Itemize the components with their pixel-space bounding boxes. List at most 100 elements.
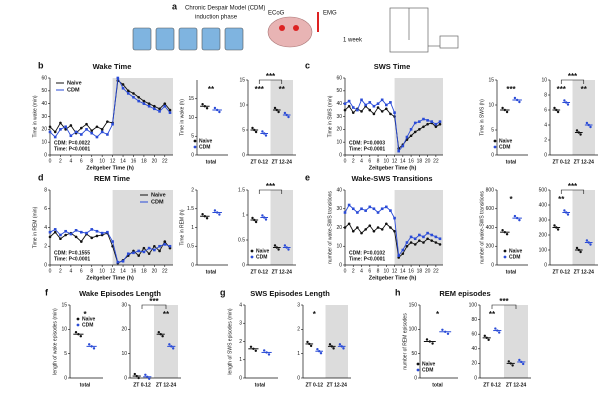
marker [360, 231, 363, 235]
x-tick-label: 16 [408, 158, 414, 164]
marker [401, 144, 405, 148]
significance: *** [266, 182, 276, 191]
x-tick-label: 6 [80, 268, 83, 274]
legend-marker [76, 323, 80, 327]
y-tick-label: 10 [336, 244, 342, 250]
ecog-label: ECoG [268, 11, 285, 17]
x-tick-label: 6 [80, 158, 83, 164]
point [515, 216, 519, 220]
marker [368, 101, 372, 104]
electrode [279, 25, 285, 31]
chart: 0 0.5 1 1.5 2 Time in REM (h) total [179, 187, 228, 275]
marker [106, 120, 109, 123]
marker [380, 98, 384, 102]
y-tick-label: 100 [469, 302, 478, 308]
panel-a-subtitle: induction phase [195, 15, 238, 21]
marker [168, 244, 172, 248]
marker [343, 226, 347, 229]
legend-label: CDM [256, 254, 267, 260]
chart-title: Wake Time [93, 62, 132, 71]
x-tick-label: 14 [400, 268, 406, 274]
marker [74, 235, 78, 239]
point [273, 106, 277, 110]
x-tick-label: total [206, 269, 217, 275]
legend-label: Naive [82, 316, 96, 322]
marker [343, 108, 347, 112]
x-tick-label: 20 [425, 268, 431, 274]
y-axis-label: Time in SWS (min) [327, 95, 333, 137]
x-tick-label: 18 [417, 268, 423, 274]
x-tick-label: 8 [377, 158, 380, 164]
bracket [141, 304, 167, 309]
point [425, 338, 429, 341]
chart: 0 100 200 300 400 500 ZT 0-12 ** ZT 12-24 *** [539, 182, 598, 275]
marker [372, 229, 376, 233]
marker [90, 129, 94, 132]
x-tick-label: 6 [368, 268, 371, 274]
marker [53, 130, 57, 134]
point [501, 228, 504, 232]
x-tick-label: 0 [344, 158, 347, 164]
point [254, 349, 257, 352]
x-tick-label: ZT 12-24 [574, 269, 595, 275]
panel-a-title: Chronic Despair Model (CDM) [185, 6, 265, 12]
x-tick-label: 14 [400, 158, 406, 164]
point [254, 130, 258, 134]
marker [422, 117, 425, 121]
shade [112, 190, 173, 265]
marker [372, 104, 376, 108]
marker [422, 235, 425, 239]
y-axis-label: length of wake episodes (min) [52, 308, 58, 375]
marker [380, 228, 384, 231]
point [553, 106, 556, 110]
legend-label: Naive [199, 138, 213, 144]
panel-label: c [305, 60, 310, 70]
point [205, 217, 209, 220]
legend-label: CDM [422, 367, 433, 373]
legend-label: Naive [499, 138, 513, 144]
y-tick-label: 10 [121, 351, 127, 357]
point [518, 100, 521, 104]
y-tick-label: 4 [44, 225, 47, 231]
legend-marker [503, 249, 507, 253]
point [556, 110, 560, 114]
y-tick-label: 0.5 [187, 244, 194, 250]
significance: ** [208, 85, 215, 94]
point [263, 349, 266, 352]
y-tick-label: 0 [64, 375, 67, 381]
chart-title: Wake Episodes Length [79, 289, 161, 298]
x-tick-label: ZT 12-24 [272, 269, 293, 275]
x-tick-label: ZT 0-12 [483, 382, 501, 388]
point [511, 364, 514, 367]
bracket [560, 79, 585, 84]
y-tick-label: 100 [409, 327, 418, 333]
x-tick-label: 12 [392, 268, 398, 274]
marker [90, 131, 94, 135]
x-tick-label: ZT 0-12 [552, 159, 570, 165]
point [501, 106, 504, 110]
y-tick-label: 400 [539, 202, 548, 208]
marker [142, 99, 146, 103]
chart-title: REM Time [94, 174, 130, 183]
y-tick-label: 40 [336, 187, 342, 193]
x-tick-label: 16 [131, 268, 137, 274]
x-tick-label: 16 [131, 158, 137, 164]
marker [409, 235, 413, 239]
point [251, 126, 254, 130]
recording-setup [389, 7, 459, 53]
point [503, 108, 507, 112]
point [330, 345, 333, 348]
y-tick-label: 0 [44, 152, 47, 158]
legend-label: CDM [199, 144, 210, 150]
x-tick-label: ZT 0-12 [250, 269, 268, 275]
marker [121, 259, 125, 263]
y-tick-label: 0 [474, 375, 477, 381]
y-tick-label: 2 [297, 327, 300, 333]
panel-a: a Chronic Despair Model (CDM) induction … [132, 1, 459, 53]
point [522, 362, 525, 366]
interval-label: 1 week [343, 38, 363, 44]
y-tick-label: 10 [488, 102, 494, 108]
point [265, 351, 268, 354]
